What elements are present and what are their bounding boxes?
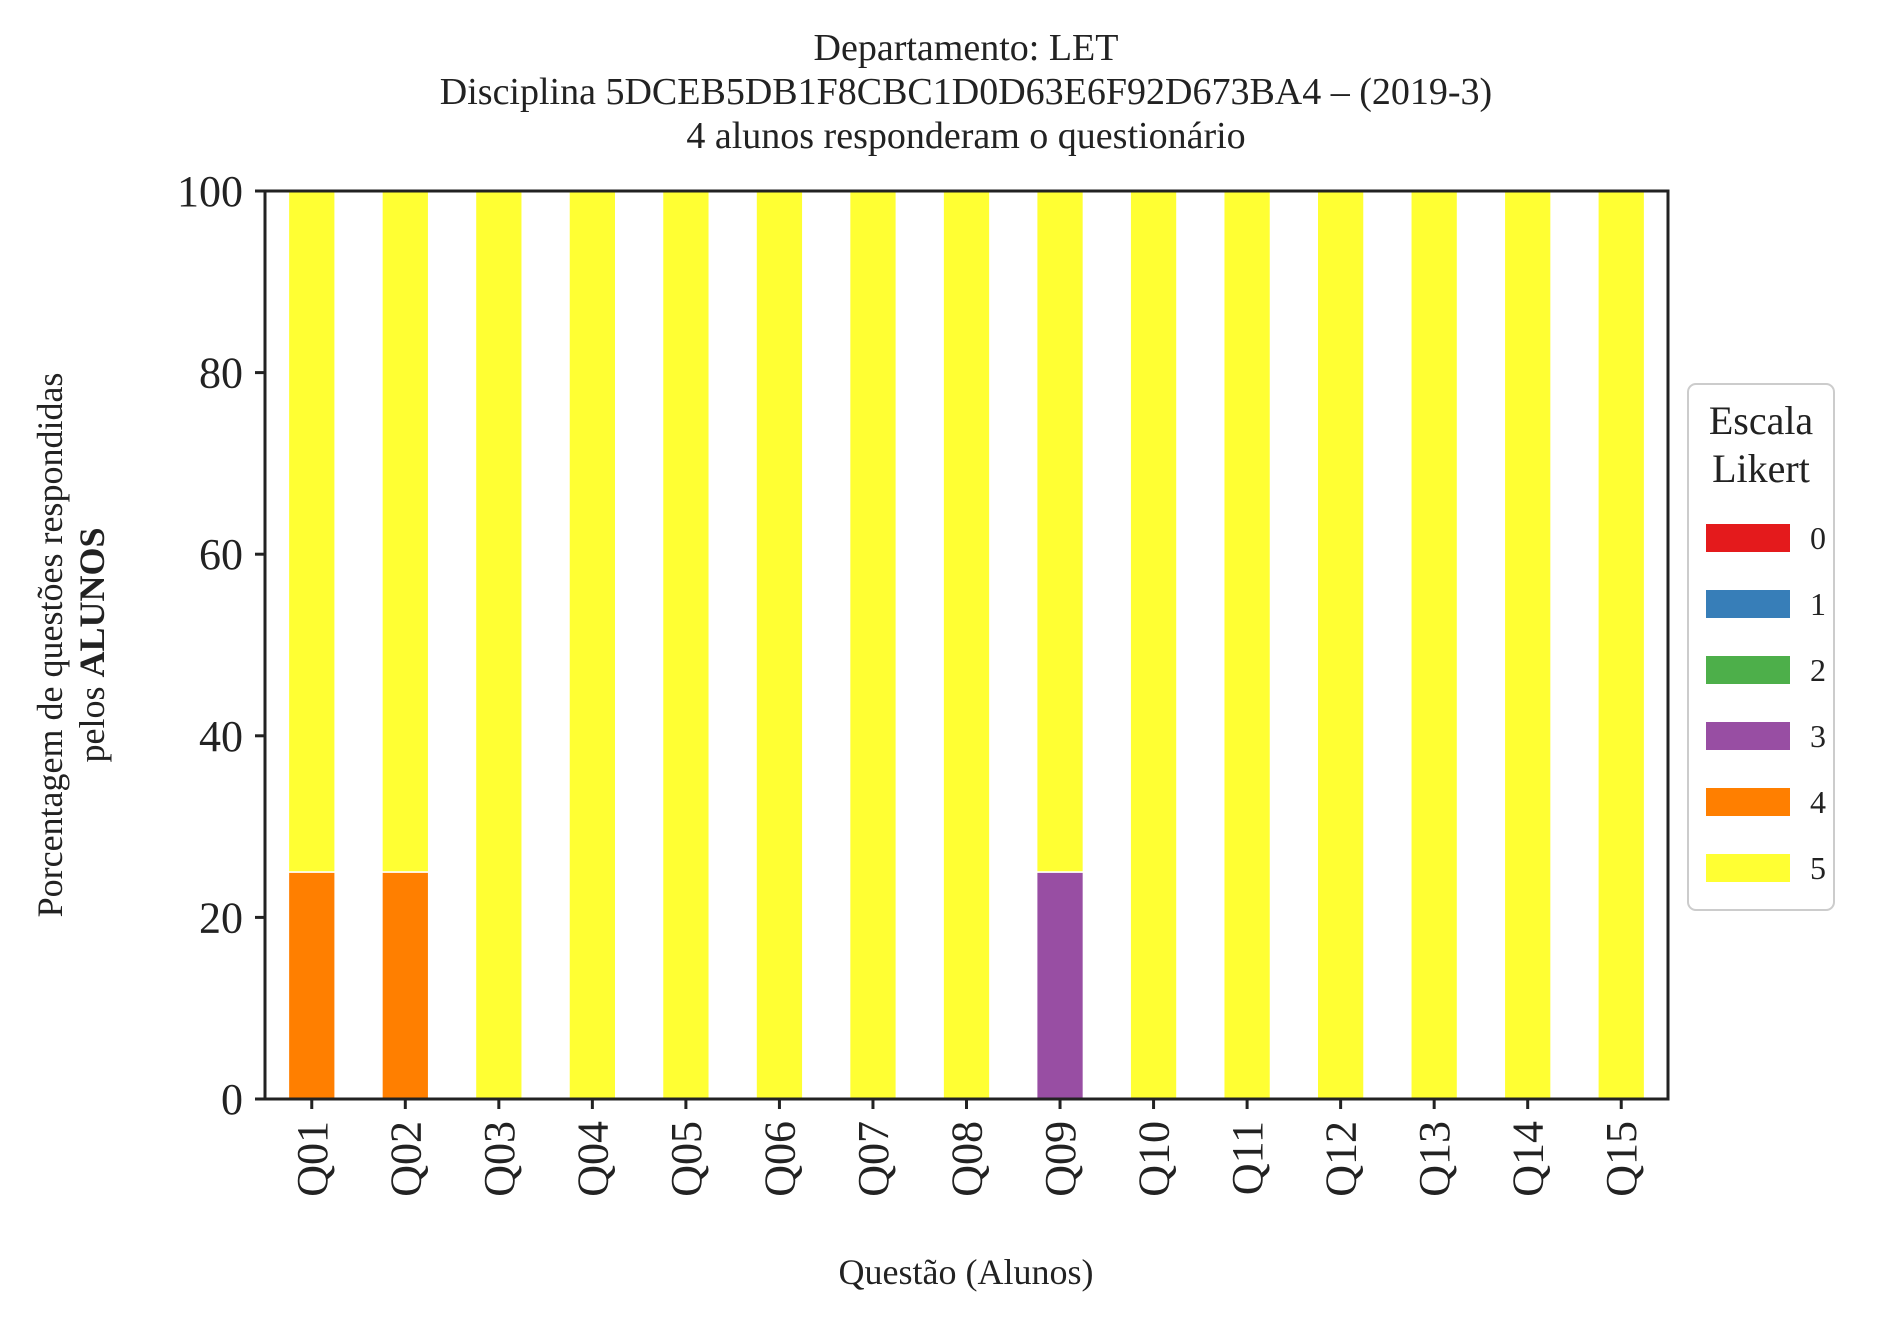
y-axis-label-bold: ALUNOS [72, 527, 112, 677]
y-tick-label: 100 [177, 167, 243, 216]
y-tick-label: 80 [199, 349, 243, 398]
chart-title-line: Disciplina 5DCEB5DB1F8CBC1D0D63E6F92D673… [440, 71, 1492, 113]
x-tick-label: Q13 [1410, 1121, 1459, 1197]
legend-label: 0 [1810, 520, 1826, 556]
y-axis-label-line1: Porcentagem de questões respondidas [30, 373, 70, 918]
legend-label: 3 [1810, 718, 1826, 754]
x-tick-label: Q05 [662, 1121, 711, 1197]
x-tick-label: Q02 [381, 1121, 430, 1197]
bar-segment [1035, 190, 1085, 873]
chart-title-line: Departamento: LET [814, 27, 1119, 69]
x-tick-label: Q14 [1504, 1121, 1553, 1197]
legend-swatch [1706, 590, 1790, 618]
y-tick-label: 60 [199, 530, 243, 579]
x-tick-label: Q07 [849, 1121, 898, 1197]
bar-segment [848, 190, 898, 1100]
x-tick-label: Q15 [1597, 1121, 1646, 1197]
bar-segment [1410, 190, 1459, 1100]
bar-segment [287, 190, 336, 873]
legend-label: 1 [1810, 586, 1826, 622]
bar-segment [1035, 871, 1085, 1100]
y-axis: 0 20 40 60 80 100 [177, 167, 265, 1124]
legend-title-line: Escala [1709, 398, 1814, 443]
chart-title-line: 4 alunos responderam o questionário [686, 115, 1245, 157]
x-tick-label: Q04 [568, 1121, 617, 1197]
bar-segment [287, 871, 336, 1100]
y-tick-label: 20 [199, 893, 243, 942]
bar-segment [755, 190, 804, 1100]
bar-segment [381, 871, 430, 1100]
legend-swatch [1706, 854, 1790, 882]
bar-segment [1503, 190, 1552, 1100]
bar-segment [474, 190, 523, 1100]
y-axis-label: Porcentagem de questões respondidas pelo… [30, 373, 112, 918]
x-tick-label: Q12 [1317, 1121, 1366, 1197]
x-axis: Q01 Q02 Q03 Q04 Q05 Q06 Q07 Q08 Q09 Q10 Q11 Q12 Q13 Q… [288, 1099, 1646, 1197]
legend-swatch [1706, 524, 1790, 552]
bar-segment [1129, 190, 1178, 1100]
bar-segment [568, 190, 617, 1100]
y-axis-label-prefix: pelos [72, 678, 112, 763]
x-tick-label: Q08 [943, 1121, 992, 1197]
bar-segment [661, 190, 711, 1100]
legend-label: 4 [1810, 784, 1826, 820]
x-tick-label: Q10 [1130, 1121, 1179, 1197]
bar-segment [381, 190, 430, 873]
legend-label: 5 [1810, 850, 1826, 886]
x-tick-label: Q11 [1223, 1121, 1272, 1195]
bar-segment [942, 190, 991, 1100]
bar-segment [1316, 190, 1365, 1100]
x-tick-label: Q03 [475, 1121, 524, 1197]
bar-segment [1597, 190, 1646, 1100]
y-tick-label: 40 [199, 712, 243, 761]
y-tick-label: 0 [221, 1075, 243, 1124]
bars-group [287, 190, 1646, 1100]
legend-swatch [1706, 722, 1790, 750]
legend-swatch [1706, 788, 1790, 816]
legend-title-line: Likert [1712, 446, 1810, 491]
y-axis-label-line2: pelos ALUNOS [72, 527, 112, 762]
legend-swatch [1706, 656, 1790, 684]
x-tick-label: Q06 [755, 1121, 804, 1197]
legend-label: 2 [1810, 652, 1826, 688]
legend-frame [1687, 383, 1835, 911]
x-axis-label: Questão (Alunos) [839, 1252, 1094, 1292]
x-tick-label: Q01 [288, 1121, 337, 1197]
bar-segment [1222, 190, 1272, 1100]
x-tick-label: Q09 [1036, 1121, 1085, 1197]
